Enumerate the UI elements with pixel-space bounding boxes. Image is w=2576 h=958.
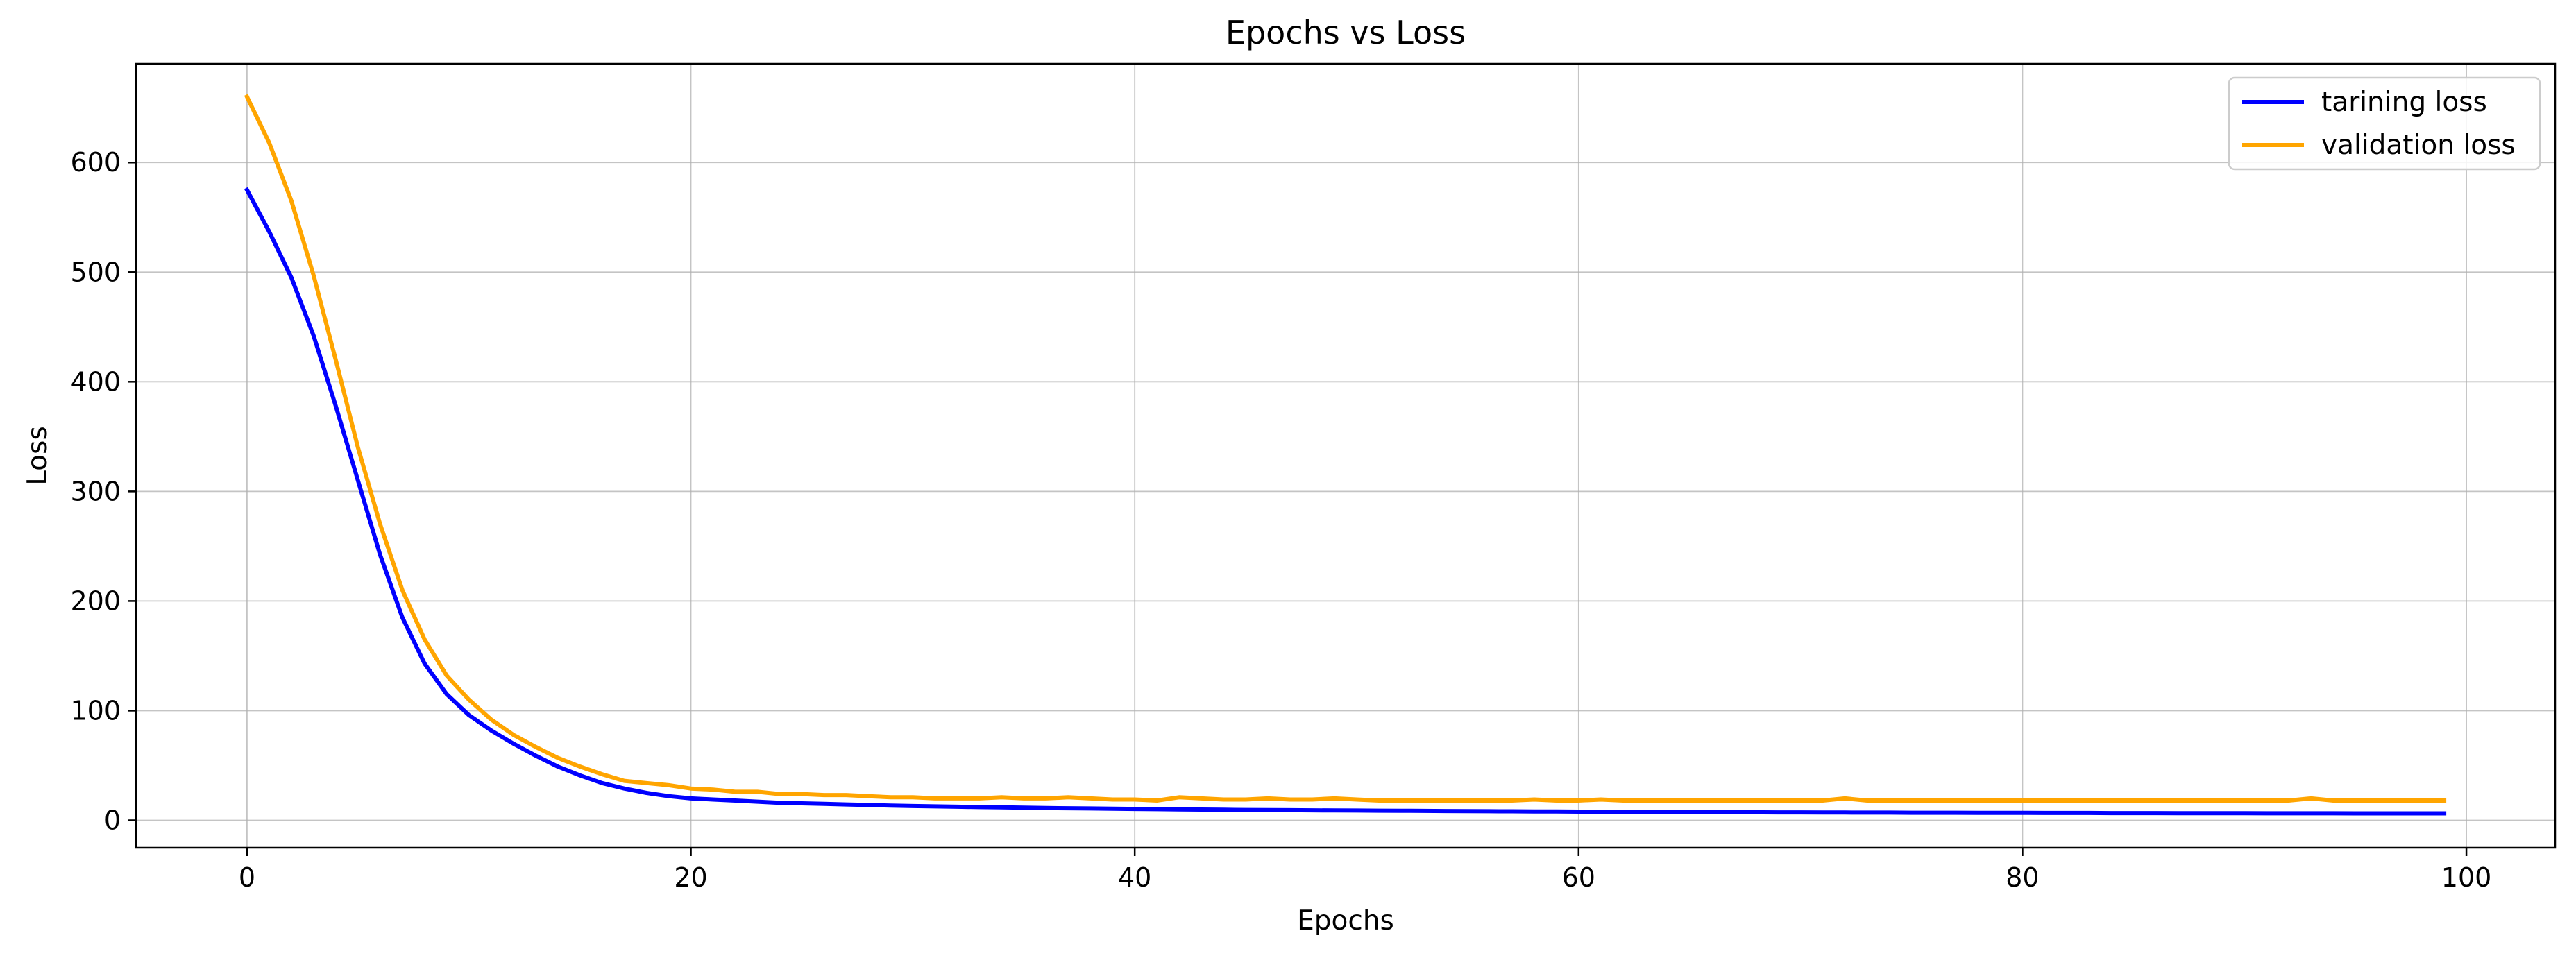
x-tick-label: 20 [674,862,707,893]
legend-box [2228,76,2541,171]
x-tick-label: 100 [2441,862,2492,893]
y-tick-label: 500 [70,257,121,287]
series-line-validation-loss [244,94,2447,803]
x-tick-label: 0 [239,862,255,893]
x-tick-label: 40 [1118,862,1151,893]
x-axis-label: Epochs [1297,905,1394,936]
series-layer [244,94,2447,816]
chart-title: Epochs vs Loss [1226,14,1466,51]
y-tick-label: 400 [70,366,121,397]
y-tick-label: 600 [70,147,121,178]
y-axis-label: Loss [22,426,53,486]
y-tick-label: 300 [70,476,121,506]
y-tick-label: 200 [70,585,121,616]
legend-label-training-loss: tarining loss [2321,87,2487,118]
axis-ticks: 0 20 40 60 80 100 0 100 200 300 400 500 600 [70,147,2491,893]
y-tick-label: 0 [104,805,121,835]
y-tick-label: 100 [70,695,121,726]
series-line-tarining-loss [244,187,2447,816]
legend-label-validation-loss: validation loss [2321,130,2516,161]
legend: tarining loss validation loss [2228,76,2541,171]
x-tick-label: 60 [1562,862,1595,893]
x-tick-label: 80 [2006,862,2039,893]
plot-area-frame [135,62,2557,849]
grid [136,64,2555,848]
